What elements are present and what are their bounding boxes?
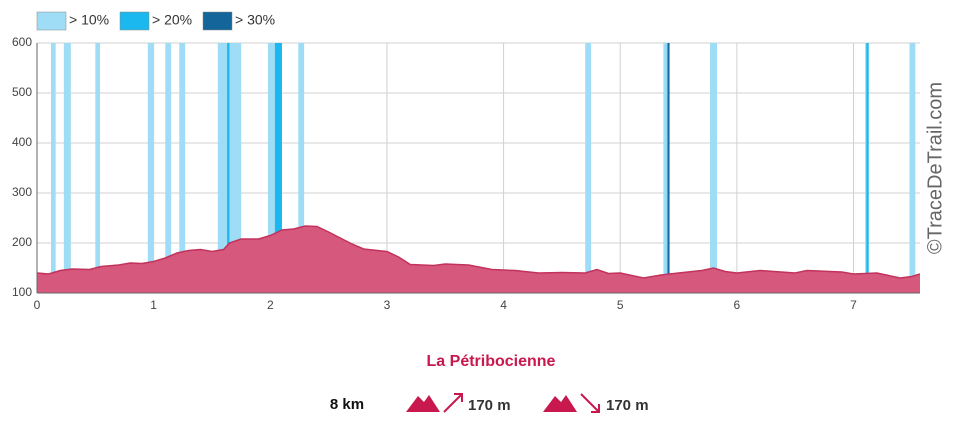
ascent-icon (406, 393, 463, 413)
x-tick-label: 5 (617, 298, 624, 312)
slope-band (63, 43, 71, 293)
x-tick-label: 3 (384, 298, 391, 312)
y-tick-label: 100 (12, 285, 32, 299)
slope-band (909, 43, 916, 293)
slope-band (710, 43, 718, 293)
elevation-line (36, 225, 921, 279)
elevation-area (37, 226, 920, 293)
x-tick-label: 6 (734, 298, 741, 312)
slope-band (50, 43, 56, 293)
x-tick-label: 4 (500, 298, 507, 312)
slope-band (668, 43, 670, 293)
x-tick-label: 1 (150, 298, 157, 312)
slope-band (179, 43, 186, 293)
y-tick-label: 200 (12, 235, 32, 249)
x-tick-label: 2 (267, 298, 274, 312)
slope-band (217, 43, 242, 293)
slope-band (165, 43, 172, 293)
y-tick-label: 500 (12, 85, 32, 99)
slope-band (866, 43, 869, 293)
distance: 8 km (330, 396, 364, 413)
legend-label: > 20% (152, 12, 192, 28)
watermark: ©TraceDeTrail.com (924, 82, 946, 254)
descent: 170 m (606, 397, 649, 414)
descent-icon (543, 393, 600, 413)
slope-band (274, 43, 282, 293)
legend-swatch (36, 11, 67, 31)
slope-band (147, 43, 154, 293)
slope-band (227, 43, 230, 293)
ascent: 170 m (468, 397, 511, 414)
x-tick-label: 7 (850, 298, 857, 312)
legend-swatch (119, 11, 150, 31)
y-tick-label: 600 (12, 35, 32, 49)
legend-label: > 30% (235, 12, 275, 28)
slope-band (95, 43, 100, 293)
slope-band (585, 43, 592, 293)
legend-swatch (202, 11, 233, 31)
slope-band (663, 43, 670, 293)
x-tick-label: 0 (34, 298, 41, 312)
y-tick-label: 300 (12, 185, 32, 199)
legend-label: > 10% (69, 12, 109, 28)
y-tick-label: 400 (12, 135, 32, 149)
slope-band (298, 43, 305, 293)
route-title: La Pétribocienne (427, 353, 556, 370)
